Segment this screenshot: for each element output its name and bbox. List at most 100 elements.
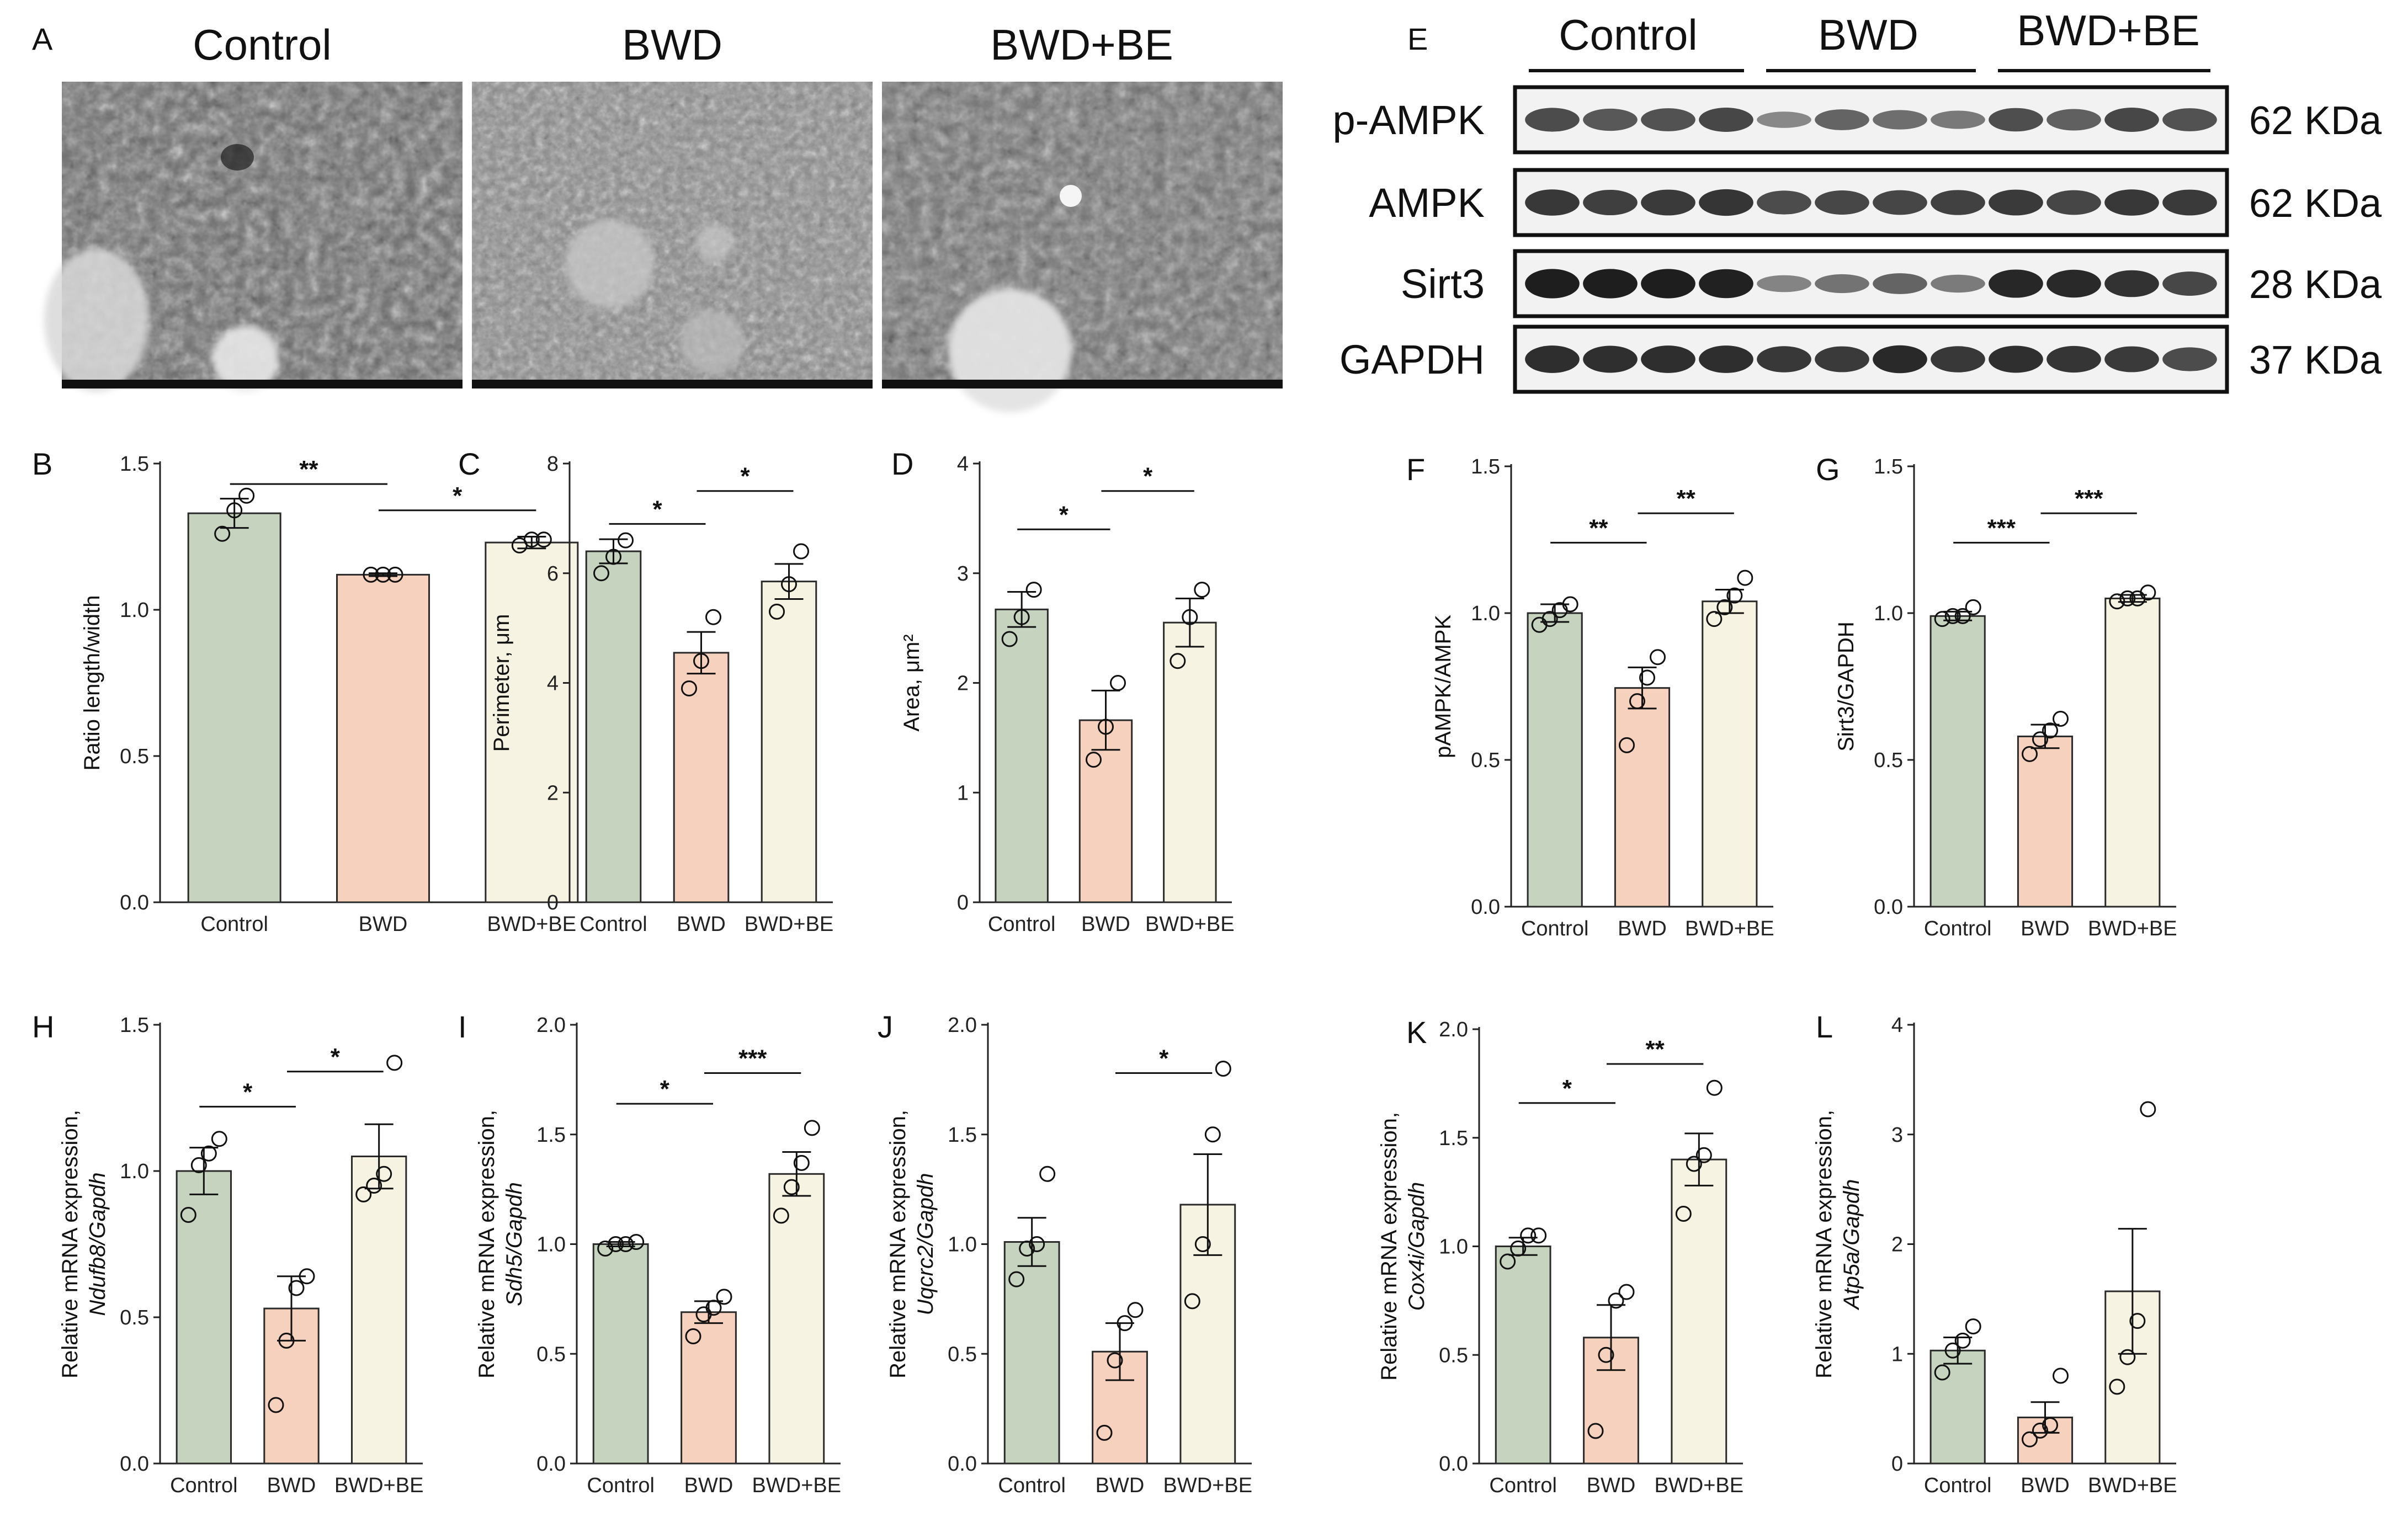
data-point bbox=[781, 576, 797, 593]
significance-mark: * bbox=[1143, 463, 1153, 490]
data-point bbox=[1598, 1347, 1614, 1363]
bar-control bbox=[1929, 1349, 1986, 1465]
significance-mark: * bbox=[660, 1076, 670, 1103]
panel-letter-d: D bbox=[891, 446, 913, 481]
y-axis-label-gene: Atp5a/Gapdh bbox=[1840, 1179, 1864, 1311]
data-point bbox=[1706, 1079, 1723, 1096]
data-point bbox=[1675, 1205, 1692, 1222]
data-point bbox=[685, 1328, 701, 1344]
y-axis-label: Relative mRNA expression, bbox=[58, 1110, 82, 1379]
blot-band bbox=[2162, 189, 2217, 216]
blot-band bbox=[1931, 274, 1985, 293]
panel-a-label-bwd: BWD bbox=[622, 20, 722, 69]
data-point bbox=[1618, 1284, 1635, 1300]
blot-protein-label-3: GAPDH bbox=[1339, 337, 1485, 382]
data-point bbox=[1029, 1236, 1045, 1252]
y-tick-label: 1.0 bbox=[536, 1233, 566, 1257]
data-point bbox=[1008, 1271, 1025, 1287]
blot-band bbox=[1989, 269, 2043, 298]
significance-mark: * bbox=[1562, 1075, 1572, 1102]
y-tick-label: 8 bbox=[547, 453, 559, 476]
y-tick-label: 2 bbox=[1891, 1233, 1903, 1257]
significance-mark: *** bbox=[2075, 485, 2103, 512]
x-tick-label: Control bbox=[580, 913, 647, 936]
x-tick-label: BWD+BE bbox=[1145, 913, 1235, 936]
x-tick-label: BWD bbox=[1096, 1474, 1145, 1497]
y-tick-label: 0.0 bbox=[120, 891, 149, 914]
data-point bbox=[716, 1289, 732, 1305]
significance-mark: * bbox=[453, 482, 463, 509]
bar-bwd-be bbox=[1163, 621, 1217, 903]
data-point bbox=[773, 1207, 789, 1224]
data-point bbox=[2053, 711, 2069, 727]
x-tick-label: BWD+BE bbox=[1655, 1474, 1744, 1497]
y-tick-label: 2 bbox=[957, 672, 969, 695]
x-tick-label: BWD+BE bbox=[2088, 1474, 2177, 1497]
data-point bbox=[211, 1131, 227, 1147]
x-tick-label: BWD+BE bbox=[745, 913, 834, 936]
y-tick-label: 0.5 bbox=[1439, 1344, 1468, 1367]
data-point bbox=[1934, 1364, 1950, 1381]
data-point bbox=[376, 1166, 392, 1182]
data-point bbox=[535, 531, 552, 548]
y-axis-label: Relative mRNA expression, bbox=[886, 1110, 910, 1379]
y-tick-label: 2 bbox=[547, 781, 559, 805]
blot-band bbox=[2162, 347, 2217, 371]
data-point bbox=[1025, 582, 1042, 598]
y-axis-label-gene: Sdh5/Gapdh bbox=[502, 1182, 527, 1306]
data-point bbox=[1170, 653, 1186, 669]
chart-panel-g: G 0.0 0.5 1.0 1.5 Sirt3/GAPDH Control BWD BWD+BE… bbox=[1816, 452, 2177, 940]
data-point bbox=[1639, 669, 1655, 686]
bar-bwd bbox=[2017, 735, 2074, 908]
data-point bbox=[1500, 1253, 1516, 1270]
significance-mark: * bbox=[652, 496, 662, 523]
data-point bbox=[1204, 1126, 1221, 1143]
data-point bbox=[180, 1207, 196, 1223]
x-tick-label: BWD bbox=[2021, 917, 2070, 940]
chart-panel-j: J 0.0 0.5 1.0 1.5 2.0 Relative mRNA expression… bbox=[878, 1009, 1252, 1497]
x-tick-label: Control bbox=[998, 1474, 1066, 1497]
data-point bbox=[1726, 587, 1743, 604]
bar-control bbox=[995, 608, 1049, 903]
y-tick-label: 0 bbox=[957, 891, 969, 914]
data-point bbox=[2032, 1422, 2048, 1439]
x-tick-label: Control bbox=[587, 1474, 655, 1497]
blot-band bbox=[1699, 108, 1753, 132]
x-tick-label: BWD bbox=[677, 913, 726, 936]
panel-letter-a: A bbox=[32, 22, 53, 56]
x-tick-label: Control bbox=[1924, 917, 1992, 940]
x-tick-label: BWD+BE bbox=[487, 913, 577, 936]
chart-panel-c: C 0 2 4 6 8 Perimeter, μm Control BWD BWD+BE * * bbox=[458, 446, 833, 936]
significance-mark: * bbox=[1159, 1045, 1169, 1072]
data-point bbox=[1019, 1240, 1035, 1257]
bar-control bbox=[1003, 1241, 1060, 1465]
y-axis-label: pAMPK/AMPK bbox=[1431, 615, 1455, 758]
data-point bbox=[1619, 737, 1635, 753]
y-tick-label: 0 bbox=[1891, 1452, 1903, 1476]
x-tick-label: Control bbox=[1489, 1474, 1557, 1497]
data-point bbox=[1013, 609, 1030, 625]
blot-box-2 bbox=[1513, 249, 2229, 318]
significance-mark: *** bbox=[738, 1045, 767, 1072]
blot-band bbox=[1873, 110, 1927, 130]
data-point bbox=[1098, 719, 1114, 735]
blot-band bbox=[1525, 345, 1580, 373]
y-tick-label: 1.5 bbox=[120, 1014, 149, 1037]
chart-panel-f: F 0.0 0.5 1.0 1.5 pAMPK/AMPK Control BWD BWD+BE *… bbox=[1406, 452, 1774, 940]
y-tick-label: 0.5 bbox=[536, 1343, 566, 1366]
data-point bbox=[2042, 1417, 2058, 1433]
micrograph-bwd bbox=[472, 82, 873, 389]
y-tick-label: 1 bbox=[1891, 1343, 1903, 1366]
data-point bbox=[200, 1145, 217, 1162]
panel-letter-i: I bbox=[458, 1009, 467, 1044]
data-point bbox=[605, 549, 621, 565]
data-point bbox=[1562, 596, 1578, 613]
panel-e: E Control BWD BWD+BE p-AMPK 62 KDa AMPK 62 … bbox=[1332, 6, 2382, 394]
blot-group-bwd-be: BWD+BE bbox=[2017, 6, 2200, 55]
blot-band bbox=[1757, 346, 1811, 372]
blot-band bbox=[1815, 346, 1869, 372]
y-tick-label: 4 bbox=[1891, 1014, 1903, 1037]
x-tick-label: Control bbox=[200, 913, 268, 936]
data-point bbox=[1127, 1302, 1144, 1318]
data-point bbox=[387, 566, 403, 583]
